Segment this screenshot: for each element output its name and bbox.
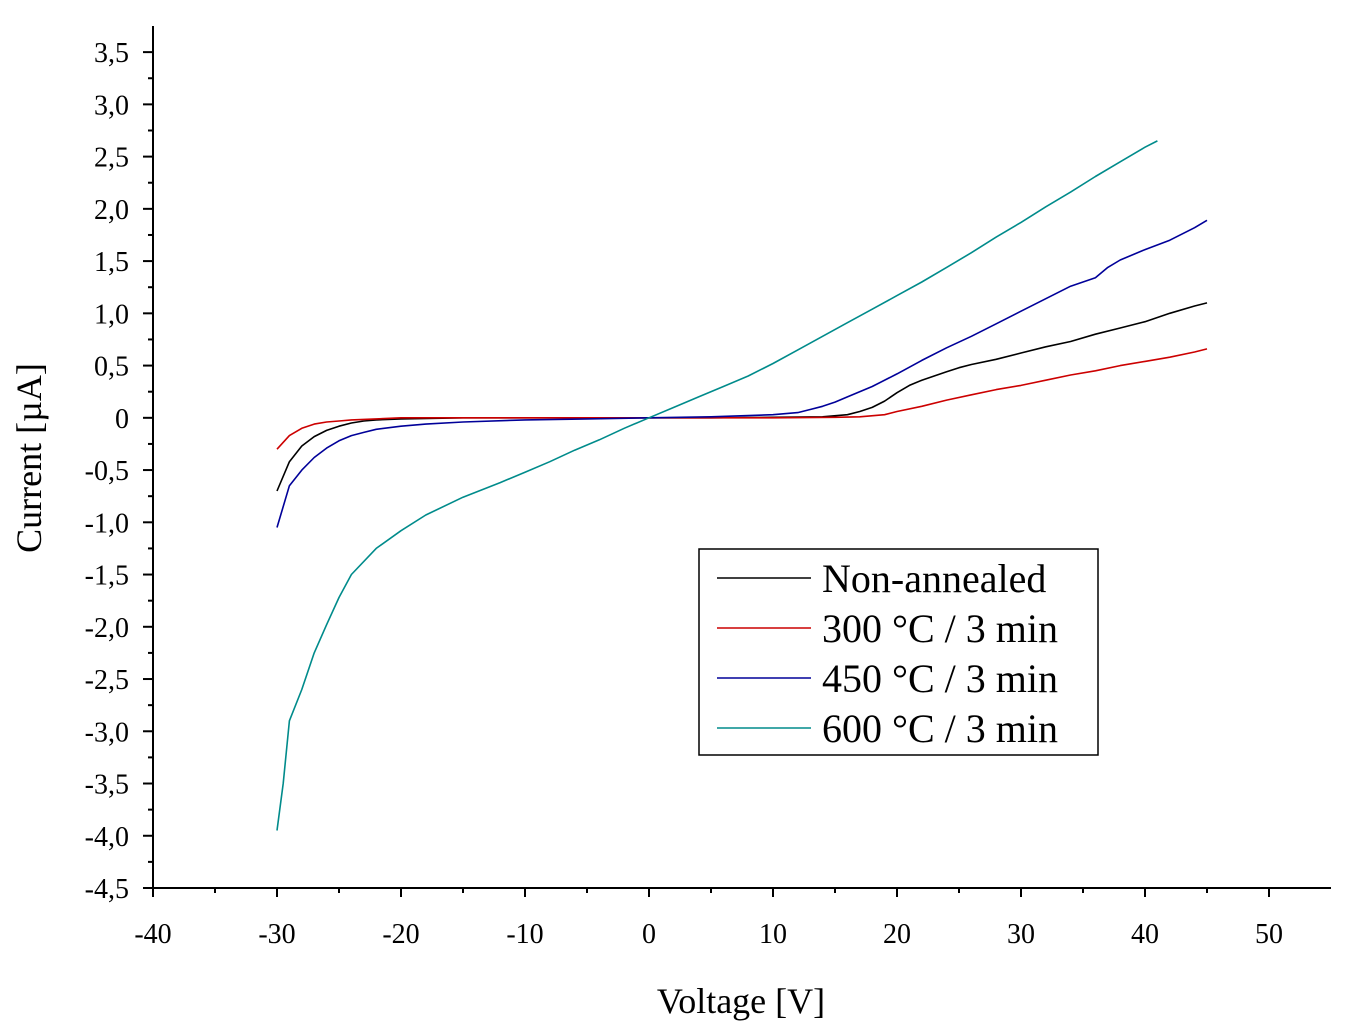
legend-label-3: 450 °C / 3 min <box>822 656 1058 701</box>
y-axis-title: Current [µA] <box>9 363 49 553</box>
y-tick-label: -0,5 <box>85 456 129 487</box>
legend-label-1: Non-annealed <box>822 556 1046 601</box>
y-tick-label: 3,5 <box>94 38 129 69</box>
y-tick-label: 0 <box>115 404 129 435</box>
x-tick-label: 50 <box>1255 919 1283 950</box>
series-line-3 <box>276 219 1208 528</box>
x-tick-label: -20 <box>382 919 419 950</box>
x-tick-label: 30 <box>1007 919 1035 950</box>
y-tick-label: 1,0 <box>94 299 129 330</box>
series-line-2 <box>276 348 1208 450</box>
axes <box>152 26 1331 889</box>
y-tick-label: 0,5 <box>94 352 129 383</box>
x-tick-label: 0 <box>642 919 656 950</box>
x-tick-label: 20 <box>883 919 911 950</box>
x-axis-title: Voltage [V] <box>657 981 825 1021</box>
tick-marks <box>143 51 1270 897</box>
legend-label-2: 300 °C / 3 min <box>822 606 1058 651</box>
y-tick-label: -4,0 <box>85 822 129 853</box>
y-tick-label: -4,5 <box>85 874 129 905</box>
x-tick-label: -40 <box>134 919 171 950</box>
x-tick-label: -30 <box>258 919 295 950</box>
tick-labels: -40 -30 -20 -10 0 10 20 30 40 50 -4,5 -4,0 -3,5 -3,0 -… <box>85 38 1283 950</box>
y-tick-label: -3,5 <box>85 770 129 801</box>
legend-label-4: 600 °C / 3 min <box>822 706 1058 751</box>
y-tick-label: 2,5 <box>94 143 129 174</box>
y-tick-label: 3,0 <box>94 90 129 121</box>
y-tick-label: 1,5 <box>94 247 129 278</box>
legend-box <box>698 548 1099 756</box>
x-tick-label: -10 <box>506 919 543 950</box>
y-tick-label: -2,0 <box>85 613 129 644</box>
y-tick-label: -3,0 <box>85 717 129 748</box>
y-tick-label: -1,0 <box>85 508 129 539</box>
y-tick-label: -2,5 <box>85 665 129 696</box>
legend: Non-annealed 300 °C / 3 min 450 °C / 3 min… <box>698 548 1099 756</box>
y-tick-label: 2,0 <box>94 195 129 226</box>
x-tick-label: 40 <box>1131 919 1159 950</box>
y-tick-label: -1,5 <box>85 561 129 592</box>
series-line-1 <box>276 302 1208 492</box>
x-tick-label: 10 <box>759 919 787 950</box>
series-lines <box>276 140 1208 831</box>
series-line-4 <box>276 140 1158 831</box>
legend-items: Non-annealed 300 °C / 3 min 450 °C / 3 min… <box>717 556 1058 751</box>
